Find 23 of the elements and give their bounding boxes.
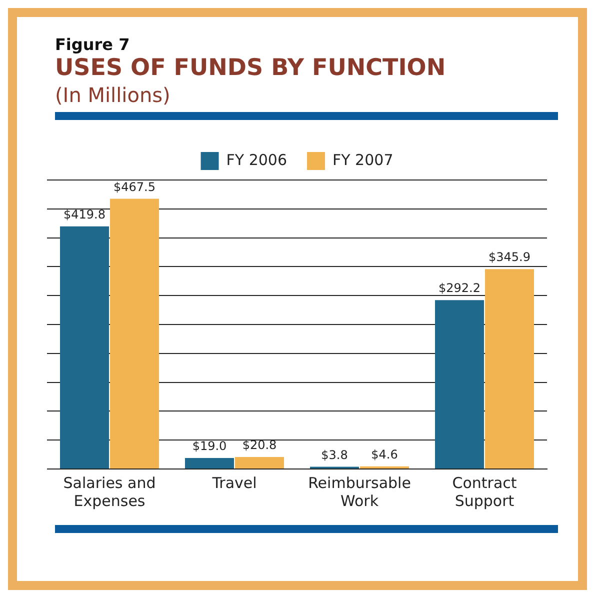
- chart-title: USES OF FUNDS BY FUNCTION: [55, 54, 447, 82]
- caption: Figure 7: [55, 35, 131, 54]
- bar: [485, 269, 534, 468]
- bar: [235, 456, 284, 468]
- bar: [435, 300, 484, 468]
- data-label: $419.8: [64, 207, 106, 222]
- data-label: $292.2: [438, 281, 480, 296]
- chart-subtitle: (In Millions): [55, 82, 172, 108]
- legend-label: FY 2007: [332, 150, 394, 169]
- data-label: $19.0: [192, 439, 227, 454]
- data-label: $4.6: [371, 447, 398, 462]
- bar: [60, 226, 109, 468]
- x-tick-label: Salaries and Expenses: [63, 474, 156, 510]
- x-tick-label: Contract Support: [452, 474, 517, 510]
- x-tick-label: Travel: [211, 474, 257, 492]
- data-label: $467.5: [114, 180, 156, 194]
- data-label: $345.9: [488, 250, 530, 264]
- x-tick-label: Reimbursable Work: [308, 474, 411, 510]
- bar: [110, 198, 159, 468]
- data-label: $3.8: [321, 448, 348, 462]
- data-label: $20.8: [242, 438, 277, 452]
- legend-label: FY 2006: [226, 150, 287, 169]
- bar: [185, 458, 234, 468]
